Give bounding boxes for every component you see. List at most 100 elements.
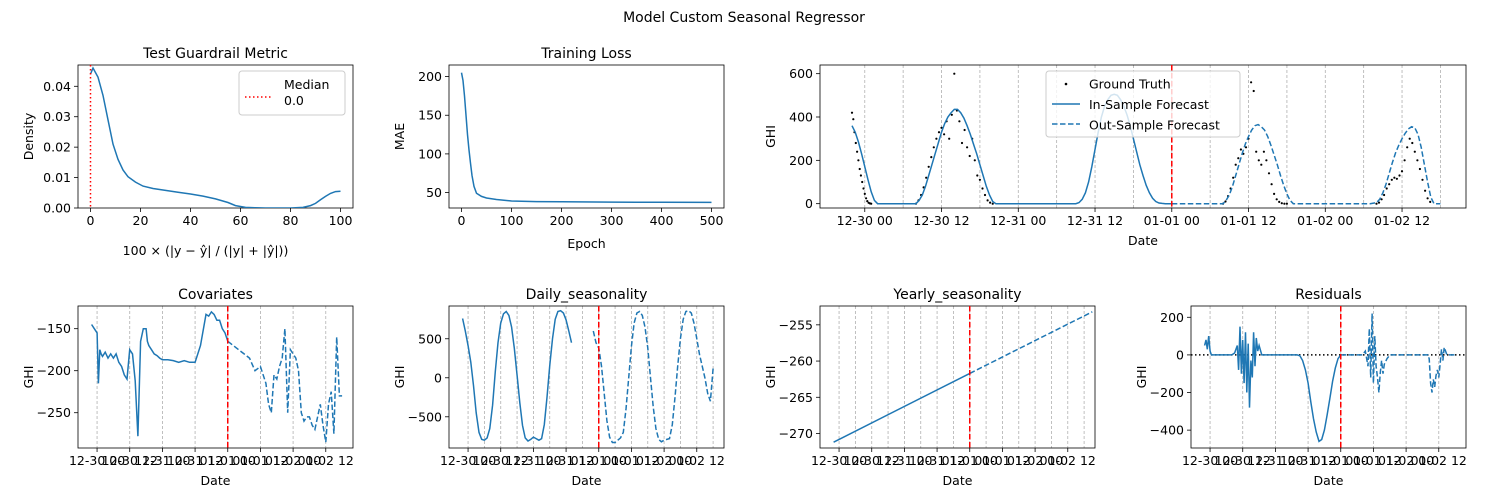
x-tick-label: 01-01 00	[1144, 213, 1200, 228]
ground-truth-point	[1377, 201, 1381, 204]
x-tick-label: 01-01 12	[974, 453, 1030, 468]
y-tick-label: −400	[1150, 423, 1184, 438]
ground-truth-point	[1375, 202, 1378, 205]
axes-title: Test Guardrail Metric	[142, 46, 288, 62]
legend-handle-ground-truth	[1064, 82, 1068, 86]
in-sample-line	[461, 309, 573, 442]
y-axis-label: GHI	[763, 366, 778, 389]
axes-frame	[819, 64, 1467, 209]
legend: Median 0.0	[238, 70, 346, 116]
ground-truth-point	[1244, 146, 1248, 149]
y-axis-label: GHI	[763, 125, 778, 148]
x-tick-label: 12-30 12	[844, 453, 900, 468]
x-tick-label: 300	[600, 213, 624, 228]
ground-truth-point	[1265, 159, 1268, 162]
chart-guardrail: 0 20 40 60 80 100 0.00 0.01 0.02 0.03 0.04 Test Gua…	[21, 46, 354, 258]
x-tick-label: 01-02 00	[1378, 453, 1434, 468]
ground-truth-point	[1416, 159, 1419, 162]
y-tick-label: 0.02	[43, 140, 71, 155]
ground-truth-point	[1411, 141, 1414, 145]
x-tick-label: 12-31 00	[990, 213, 1046, 228]
x-tick-label: 12-30 00	[837, 213, 893, 228]
in-sample-line	[833, 372, 971, 443]
x-axis-label: Date	[572, 473, 602, 488]
ground-truth-point	[1275, 198, 1278, 201]
y-axis-label: Density	[21, 112, 36, 160]
loss-curve	[460, 72, 712, 204]
ground-truth-point	[1418, 167, 1421, 171]
y-tick-label: 0.03	[43, 109, 71, 124]
y-tick-label: −260	[779, 354, 813, 369]
legend-label-median: Median	[284, 77, 329, 92]
y-tick-label: 0.00	[43, 201, 71, 216]
ground-truth-point	[1257, 159, 1260, 162]
out-sample-line	[1340, 313, 1456, 393]
ground-truth-point	[1424, 189, 1427, 192]
x-tick-label: 12-31 00	[505, 453, 561, 468]
ground-truth-point	[1283, 202, 1286, 205]
x-tick-label: 12-31 12	[538, 453, 594, 468]
ground-truth-point	[1234, 163, 1237, 166]
y-axis-label: MAE	[392, 123, 407, 150]
out-sample-line	[1171, 123, 1441, 205]
ground-truth-point	[991, 202, 994, 205]
x-tick-label: 01-02 12	[1374, 213, 1430, 228]
axes-frame	[819, 305, 1096, 449]
x-tick-label: 01-02 12	[298, 453, 354, 468]
x-tick-label: 01-01 12	[603, 453, 659, 468]
x-tick-label: 01-01 12	[1220, 213, 1276, 228]
axes-title: Daily_seasonality	[526, 287, 648, 303]
x-tick-label: 12-31 12	[1067, 213, 1123, 228]
x-tick-label: 60	[233, 213, 249, 228]
ground-truth-point	[1408, 137, 1411, 140]
y-tick-label: 0	[805, 196, 813, 211]
in-sample-line	[90, 310, 229, 437]
x-tick-label: 01-02 00	[1007, 453, 1063, 468]
y-axis-label: GHI	[21, 366, 36, 389]
axes-title: Training Loss	[540, 46, 631, 62]
chart-training_loss: 0 100 200 300 400 500 50 100 150 200 Training Loss…	[392, 46, 725, 251]
ground-truth-point	[937, 131, 941, 134]
ground-truth-point	[935, 137, 938, 140]
x-tick-label: 80	[283, 213, 299, 228]
ground-truth-point	[858, 167, 861, 171]
ground-truth-point	[1398, 174, 1401, 177]
legend-frame	[238, 70, 346, 116]
ground-truth-point	[1406, 146, 1409, 149]
ground-truth-point	[1280, 202, 1283, 205]
ground-truth-point	[859, 174, 863, 177]
ground-truth-point	[856, 150, 859, 153]
x-axis-label: Date	[1128, 233, 1158, 248]
ground-truth-point	[948, 137, 951, 140]
ground-truth-point	[1270, 183, 1273, 186]
x-tick-label: 12-31 12	[167, 453, 223, 468]
ground-truth-point	[1400, 170, 1404, 173]
x-axis-label: Date	[1314, 473, 1344, 488]
ground-truth-point	[1429, 200, 1432, 203]
ground-truth-point	[1426, 197, 1429, 200]
x-tick-label: 01-02 12	[1411, 453, 1467, 468]
legend-label: In-Sample Forecast	[1089, 97, 1209, 112]
ground-truth-point	[863, 192, 866, 195]
ground-truth-point	[1285, 202, 1288, 205]
y-tick-label: −270	[779, 426, 813, 441]
x-tick-label: 01-01 12	[1345, 453, 1401, 468]
axes-frame	[448, 305, 725, 449]
y-tick-label: −150	[37, 321, 71, 336]
x-axis-label: Date	[201, 473, 231, 488]
axes-frame	[77, 305, 354, 449]
x-tick-label: 01-01 00	[571, 453, 627, 468]
ground-truth-point	[960, 141, 964, 145]
x-tick-label: 0	[458, 213, 466, 228]
y-axis-label: GHI	[1134, 366, 1149, 389]
ground-truth-point	[854, 141, 857, 145]
ground-truth-point	[1385, 187, 1388, 190]
x-tick-label: 12-31 00	[134, 453, 190, 468]
ground-truth-point	[986, 199, 989, 202]
x-tick-label: 400	[650, 213, 674, 228]
ground-truth-point	[1232, 176, 1235, 179]
ground-truth-point	[1395, 177, 1398, 180]
ground-truth-point	[1267, 172, 1271, 175]
